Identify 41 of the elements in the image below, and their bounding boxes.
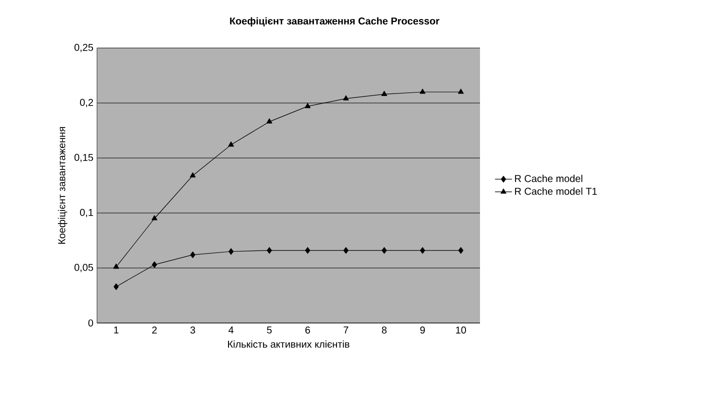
point: [190, 172, 196, 178]
point: [266, 247, 272, 254]
y-tick-label: 0,2: [80, 98, 93, 108]
point: [382, 247, 387, 254]
point: [420, 247, 426, 254]
x-tick-label: 7: [344, 326, 348, 334]
point: [305, 247, 310, 254]
x-tick-label: 6: [305, 326, 310, 334]
y-tick-label: 0: [88, 319, 94, 327]
legend-label: R Cache model T1: [515, 187, 597, 195]
y-axis-title: Коефіцієнт завантаження: [58, 127, 68, 244]
point: [266, 118, 272, 124]
point: [152, 261, 157, 268]
point: [228, 142, 234, 147]
point: [113, 264, 120, 269]
point: [381, 90, 388, 96]
chart-title: Коефіцієнт завантаження Cache Processor: [230, 17, 440, 26]
point: [458, 88, 464, 94]
point: [343, 95, 349, 100]
point: [114, 283, 119, 290]
y-tick-label: 0,05: [74, 264, 94, 272]
point: [420, 88, 426, 94]
x-axis-title: Кількість активних клієнтів: [228, 340, 350, 348]
x-tick-label: 3: [190, 326, 196, 334]
y-tick-label: 0,25: [74, 44, 94, 52]
x-tick-label: 8: [382, 326, 387, 334]
point: [228, 248, 234, 255]
x-tick-label: 10: [456, 326, 466, 334]
point: [343, 247, 348, 254]
x-tick-label: 5: [266, 326, 272, 334]
point: [304, 103, 311, 108]
point: [152, 215, 158, 220]
legend-label: R Cache model: [515, 174, 582, 182]
y-tick-label: 0,1: [80, 208, 93, 218]
x-tick-label: 4: [228, 326, 234, 334]
x-tick-label: 9: [420, 326, 425, 334]
point: [458, 247, 464, 254]
x-tick-label: 1: [114, 326, 118, 334]
point: [190, 252, 196, 258]
y-tick-label: 0,15: [74, 154, 94, 162]
x-tick-label: 2: [152, 326, 157, 334]
